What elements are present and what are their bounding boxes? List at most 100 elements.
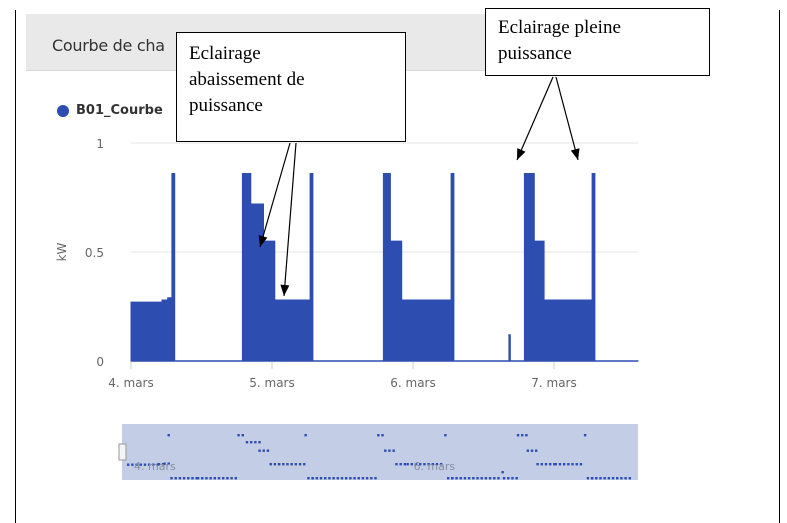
navigator-point	[497, 477, 500, 480]
navigator-point	[174, 477, 177, 480]
navigator-point	[603, 477, 606, 480]
navigator-point	[365, 477, 369, 480]
navigator-point	[269, 463, 272, 466]
navigator-point	[507, 477, 510, 480]
navigator-point	[167, 462, 170, 465]
x-tick-label: 7. mars	[531, 376, 577, 390]
navigator-point	[237, 434, 240, 437]
series-area	[130, 173, 639, 362]
navigator-point	[353, 477, 356, 480]
navigator-point	[493, 477, 496, 480]
navigator-point	[143, 463, 147, 466]
navigator-point	[298, 463, 302, 466]
navigator-point	[536, 463, 539, 466]
navigator-point	[131, 463, 134, 466]
navigator-point	[290, 463, 293, 466]
navigator-point	[620, 477, 623, 480]
navigator-point	[435, 463, 439, 466]
navigator-point	[163, 462, 166, 465]
navigator-point	[266, 449, 270, 452]
y-tick-label: 0.5	[85, 246, 104, 260]
arrow-reduced-2	[283, 142, 297, 297]
callout-reduced-line-1: Eclairage	[189, 43, 261, 64]
navigator-point	[535, 449, 538, 452]
navigator-point	[414, 463, 418, 466]
callout-reduced-line-3: puissance	[189, 95, 263, 116]
navigator-point	[303, 463, 306, 466]
navigator-point	[567, 463, 570, 466]
panel-title: Courbe de cha	[52, 36, 165, 55]
navigator-point	[554, 463, 557, 466]
navigator-point	[381, 434, 384, 437]
navigator-point	[258, 441, 261, 444]
y-axis-label: kW	[55, 242, 69, 261]
navigator-point	[516, 434, 520, 437]
navigator-point	[439, 463, 443, 466]
navigator-point	[156, 463, 159, 466]
navigator-point	[307, 477, 310, 480]
navigator-point	[182, 477, 186, 480]
navigator-point	[579, 463, 583, 466]
navigator-point	[377, 434, 380, 437]
navigator-point	[463, 477, 467, 480]
navigator-point	[384, 449, 387, 452]
navigator-point	[575, 463, 578, 466]
x-tick-label: 5. mars	[249, 376, 295, 390]
navigator-point	[319, 477, 323, 480]
navigator-background	[122, 424, 638, 480]
navigator-point	[234, 477, 237, 480]
y-tick-label: 0	[96, 355, 104, 369]
navigator-point	[170, 477, 173, 480]
arrow-reduced-1-head	[258, 235, 268, 247]
navigator-point	[431, 463, 435, 466]
navigator-point	[595, 477, 598, 480]
navigator-point	[427, 463, 430, 466]
navigator-point	[616, 477, 619, 480]
navigator-point	[624, 477, 627, 480]
navigator-point	[480, 477, 483, 480]
navigator-point	[403, 463, 407, 466]
navigator-point	[262, 449, 265, 452]
navigator-point	[294, 463, 298, 466]
navigator-point	[254, 441, 257, 444]
navigator-point	[571, 463, 574, 466]
navigator-point	[511, 477, 514, 480]
navigator-point	[451, 477, 454, 480]
navigator-point	[157, 463, 161, 466]
legend-series-label[interactable]: B01_Courbe	[76, 103, 163, 118]
navigator-point	[187, 477, 190, 480]
navigator-point	[611, 477, 615, 480]
arrow-full-1-head	[517, 148, 526, 160]
navigator-point	[488, 477, 492, 480]
navigator-point	[147, 463, 151, 466]
arrow-full-2-head	[570, 148, 580, 160]
navigator-point	[388, 449, 391, 452]
navigator-point	[583, 434, 587, 437]
navigator-point	[599, 477, 602, 480]
callout-full-line-2: puissance	[498, 43, 572, 64]
navigator-point	[241, 434, 244, 437]
navigator-point	[357, 477, 360, 480]
navigator-point	[446, 477, 450, 480]
navigator-point	[410, 463, 414, 466]
navigator-point	[249, 441, 253, 444]
navigator-point	[521, 434, 524, 437]
navigator-point	[370, 477, 373, 480]
navigator-point	[586, 477, 590, 480]
callout-reduced-power: Eclairage abaissement de puissance	[176, 32, 406, 142]
navigator-point	[459, 477, 462, 480]
navigator-point	[553, 463, 556, 466]
callout-full-line-1: Eclairage pleine	[498, 17, 621, 38]
arrow-full-1	[516, 76, 554, 161]
legend-marker[interactable]	[57, 105, 69, 117]
navigator-point	[167, 434, 170, 437]
navigator-point	[502, 477, 506, 480]
navigator-point	[245, 441, 249, 444]
navigator-label: 4. mars	[134, 460, 176, 473]
arrow-reduced-1	[259, 142, 291, 248]
frame-right-border	[779, 10, 780, 523]
navigator-point	[628, 477, 632, 480]
navigator-point	[139, 463, 142, 466]
navigator-point	[526, 449, 530, 452]
